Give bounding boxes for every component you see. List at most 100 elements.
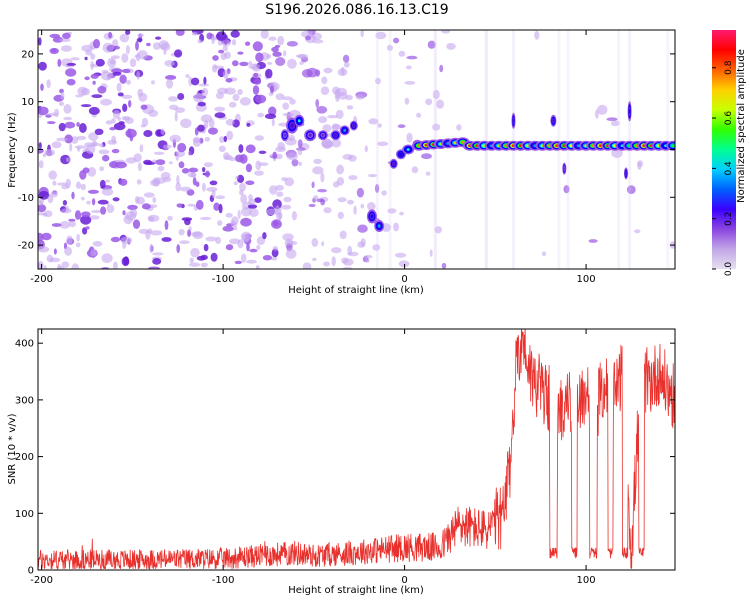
noise-blob bbox=[204, 136, 211, 142]
noise-blob bbox=[231, 39, 237, 46]
noise-blob bbox=[331, 247, 342, 254]
noise-blob bbox=[38, 204, 47, 213]
noise-blob bbox=[136, 38, 143, 42]
noise-blob bbox=[164, 220, 169, 231]
noise-blob bbox=[398, 260, 410, 268]
noise-blob bbox=[205, 236, 217, 242]
noise-blob bbox=[271, 118, 275, 127]
noise-blob bbox=[112, 197, 120, 202]
noise-blob bbox=[100, 98, 112, 106]
noise-blob bbox=[222, 69, 229, 79]
noise-blob bbox=[347, 199, 354, 205]
noise-blob bbox=[225, 78, 233, 83]
noise-blob bbox=[75, 242, 81, 248]
snr-y-tick-label: 100 bbox=[15, 509, 34, 520]
noise-blob bbox=[456, 124, 462, 131]
noise-blob bbox=[47, 121, 56, 125]
signal-blob bbox=[624, 167, 628, 180]
noise-blob bbox=[71, 191, 75, 200]
noise-blob bbox=[86, 200, 91, 205]
noise-blob bbox=[82, 227, 88, 235]
noise-blob bbox=[240, 194, 248, 204]
signal-blob bbox=[317, 130, 328, 141]
noise-blob bbox=[54, 108, 59, 118]
noise-blob bbox=[347, 245, 353, 256]
noise-blob bbox=[223, 135, 227, 143]
noise-blob bbox=[113, 261, 118, 269]
noise-blob bbox=[180, 118, 192, 129]
noise-blob bbox=[121, 94, 133, 100]
noise-blob bbox=[84, 56, 88, 61]
noise-blob bbox=[198, 83, 210, 87]
noise-blob bbox=[295, 54, 307, 58]
noise-blob bbox=[253, 72, 259, 78]
noise-blob bbox=[68, 221, 76, 228]
noise-blob bbox=[176, 244, 180, 254]
noise-blob bbox=[282, 102, 290, 110]
noise-blob bbox=[111, 118, 116, 124]
noise-blob bbox=[256, 245, 261, 250]
noise-blob bbox=[87, 189, 99, 194]
noise-blob bbox=[100, 206, 107, 215]
noise-blob bbox=[339, 230, 347, 240]
noise-blob bbox=[176, 203, 183, 208]
spectrogram-x-tick-label: -100 bbox=[212, 274, 235, 285]
spectrogram-y-tick-label: 10 bbox=[21, 97, 34, 108]
noise-blob bbox=[255, 52, 264, 63]
noise-blob bbox=[212, 55, 219, 61]
signal-blob bbox=[294, 114, 305, 127]
noise-blob bbox=[315, 69, 321, 77]
noise-blob bbox=[196, 199, 204, 210]
noise-blob bbox=[59, 221, 71, 229]
noise-blob bbox=[57, 58, 62, 67]
noise-blob bbox=[188, 167, 199, 173]
noise-blob bbox=[224, 87, 236, 95]
noise-blob bbox=[246, 259, 257, 264]
noise-blob bbox=[346, 105, 354, 110]
noise-blob bbox=[299, 61, 304, 65]
noise-blob bbox=[148, 266, 160, 269]
noise-blob bbox=[331, 256, 336, 267]
snr-y-tick-label: 200 bbox=[15, 452, 34, 463]
noise-blob bbox=[91, 198, 96, 206]
noise-blob bbox=[185, 74, 190, 78]
noise-blob bbox=[275, 205, 280, 212]
noise-blob bbox=[121, 53, 129, 63]
noise-blob bbox=[232, 60, 239, 67]
noise-blob bbox=[136, 179, 142, 185]
noise-blob bbox=[126, 80, 131, 85]
noise-blob bbox=[66, 62, 77, 66]
noise-blob bbox=[61, 261, 70, 269]
noise-blob bbox=[229, 238, 241, 245]
noise-blob bbox=[101, 69, 109, 74]
noise-blob bbox=[164, 60, 175, 67]
noise-blob bbox=[252, 85, 260, 95]
noise-blob bbox=[177, 142, 187, 153]
noise-blob bbox=[56, 137, 68, 142]
noise-blob bbox=[265, 68, 273, 79]
noise-blob bbox=[323, 207, 332, 214]
noise-blob bbox=[52, 36, 64, 43]
noise-blob bbox=[175, 182, 181, 192]
noise-blob bbox=[189, 257, 194, 264]
noise-blob bbox=[264, 113, 277, 120]
noise-blob bbox=[74, 210, 82, 220]
noise-blob bbox=[52, 180, 57, 186]
noise-blob bbox=[166, 79, 174, 89]
colorbar-tick-label: 0.6 bbox=[724, 111, 734, 126]
noise-blob bbox=[634, 229, 641, 234]
noise-blob bbox=[291, 159, 299, 167]
noise-blob bbox=[101, 253, 113, 264]
noise-blob bbox=[105, 120, 113, 125]
signal-blob bbox=[366, 209, 377, 224]
noise-blob bbox=[272, 51, 282, 57]
noise-blob bbox=[75, 181, 82, 189]
noise-blob bbox=[135, 40, 139, 51]
noise-blob bbox=[38, 61, 47, 71]
noise-blob bbox=[150, 230, 163, 236]
noise-blob bbox=[140, 104, 148, 110]
noise-blob bbox=[249, 248, 258, 253]
noise-blob bbox=[432, 123, 441, 131]
noise-blob bbox=[411, 166, 419, 174]
noise-blob bbox=[46, 79, 51, 89]
